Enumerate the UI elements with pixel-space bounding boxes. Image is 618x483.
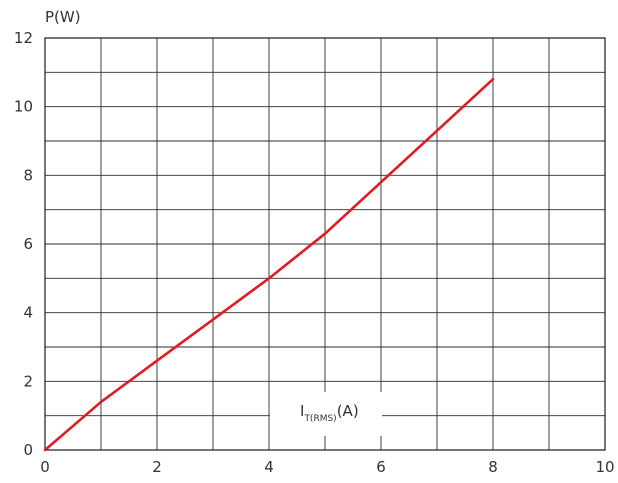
y-tick-label: 6 bbox=[23, 235, 33, 253]
y-tick-label: 8 bbox=[23, 166, 33, 184]
x-tick-label: 4 bbox=[264, 458, 274, 476]
x-axis-label-background bbox=[270, 392, 382, 436]
y-axis-label: P(W) bbox=[45, 8, 81, 26]
y-tick-label: 0 bbox=[23, 441, 33, 459]
y-tick-label: 10 bbox=[14, 98, 33, 116]
y-tick-label: 4 bbox=[23, 304, 33, 322]
y-tick-label: 2 bbox=[23, 372, 33, 390]
series-line bbox=[43, 77, 495, 452]
grid bbox=[45, 38, 605, 450]
x-tick-label: 0 bbox=[40, 458, 50, 476]
y-tick-label: 12 bbox=[14, 29, 33, 47]
x-axis-label: IT(RMS)(A) bbox=[270, 392, 382, 436]
plot-frame bbox=[44, 37, 606, 451]
x-axis-label-sub: T(RMS) bbox=[303, 414, 336, 424]
series-layer bbox=[43, 77, 495, 452]
x-tick-label: 8 bbox=[488, 458, 498, 476]
y-tick-labels: 0 2 4 6 8 10 12 bbox=[14, 29, 33, 459]
x-axis-label-unit: (A) bbox=[337, 402, 359, 420]
x-tick-label: 10 bbox=[595, 458, 614, 476]
x-axis-label-main: I bbox=[300, 402, 304, 420]
x-tick-label: 6 bbox=[376, 458, 386, 476]
x-tick-label: 2 bbox=[152, 458, 162, 476]
x-tick-labels: 0 2 4 6 8 10 bbox=[40, 458, 614, 476]
x-axis-label-text: IT(RMS)(A) bbox=[300, 402, 359, 424]
